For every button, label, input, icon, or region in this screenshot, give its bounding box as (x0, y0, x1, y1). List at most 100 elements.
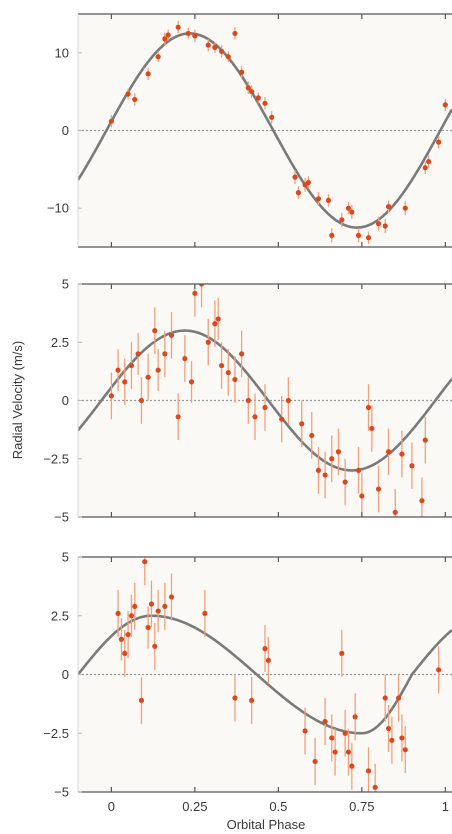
data-point (365, 235, 372, 241)
y-tick-label: 0 (62, 667, 69, 682)
y-tick-label: −2.5 (43, 726, 69, 741)
data-point (135, 351, 141, 357)
data-point (255, 95, 261, 101)
data-point (365, 768, 372, 774)
data-point (145, 374, 151, 380)
y-tick-label: 0 (62, 123, 69, 138)
data-point (262, 100, 268, 106)
data-point (329, 232, 335, 238)
data-point (342, 479, 348, 485)
data-point (385, 725, 392, 732)
data-point (122, 379, 128, 385)
data-point (309, 432, 315, 439)
data-point (202, 610, 208, 617)
data-point (279, 416, 285, 422)
panel-3: −5 −2.5 0 2.5 5 0 0.25 0.5 0.75 1 (43, 550, 452, 814)
data-point (162, 36, 168, 42)
data-point (239, 69, 245, 75)
data-point (419, 498, 425, 504)
data-point (345, 205, 352, 211)
data-point (342, 730, 348, 736)
y-tick-label: 5 (62, 550, 69, 565)
data-point (188, 379, 195, 385)
data-point (339, 650, 345, 656)
data-point (302, 728, 308, 734)
data-point (285, 397, 291, 404)
data-point (232, 30, 238, 37)
data-point (142, 559, 148, 565)
data-point (426, 158, 432, 165)
data-point (168, 332, 175, 338)
data-point (162, 351, 168, 357)
data-point (225, 369, 231, 376)
data-point (108, 393, 114, 399)
data-point (332, 749, 338, 755)
data-points (115, 557, 442, 792)
plot-area (78, 557, 452, 792)
data-point (205, 339, 211, 345)
data-point (162, 603, 168, 609)
data-point (372, 784, 378, 790)
x-tick-label: 0.25 (182, 799, 207, 814)
y-axis-title: Radial Velocity (m/s) (10, 341, 25, 459)
x-tick-label: 0.75 (349, 799, 374, 814)
data-point (245, 397, 251, 404)
data-point (442, 102, 448, 108)
data-point (132, 96, 138, 103)
model-curve (78, 614, 452, 735)
y-tick-label: −5 (54, 510, 69, 525)
data-point (329, 735, 335, 741)
model-curve (78, 32, 452, 229)
data-point (245, 85, 251, 91)
data-point (335, 449, 342, 455)
data-point (152, 328, 158, 334)
data-point (359, 493, 365, 499)
data-point (345, 749, 352, 755)
data-point (138, 397, 145, 404)
data-point (232, 376, 238, 383)
data-point (436, 667, 442, 673)
data-point (128, 613, 135, 619)
data-point (185, 30, 191, 37)
data-point (249, 89, 255, 95)
data-points (108, 284, 428, 517)
data-point (115, 367, 121, 373)
data-point (312, 758, 318, 765)
data-point (422, 437, 428, 443)
y-tick-label: −2.5 (43, 451, 69, 466)
panel-2: −5 −2.5 0 2.5 5 (43, 277, 452, 525)
data-point (155, 54, 161, 60)
data-point (329, 456, 335, 462)
data-point (165, 32, 171, 38)
data-point (125, 631, 131, 638)
x-axis-title: Orbital Phase (227, 817, 306, 832)
data-point (305, 179, 312, 186)
data-point (422, 165, 428, 171)
data-point (198, 284, 205, 287)
data-point (382, 695, 388, 701)
data-point (192, 33, 198, 39)
data-point (175, 414, 181, 420)
data-point (168, 594, 175, 600)
data-point (339, 217, 345, 223)
data-point (249, 697, 255, 703)
data-point (215, 316, 221, 322)
data-point (292, 174, 298, 180)
data-point (262, 646, 268, 652)
data-point (145, 71, 151, 77)
data-point (239, 351, 245, 357)
data-point (325, 197, 332, 203)
panel-1: −10 0 10 (47, 13, 452, 248)
data-point (155, 608, 161, 614)
data-point (402, 205, 408, 211)
data-point (295, 190, 301, 196)
data-point (152, 643, 158, 649)
data-point (355, 232, 362, 238)
data-point (192, 290, 198, 296)
data-point (322, 472, 328, 478)
data-point (218, 48, 225, 54)
data-point (375, 221, 382, 227)
data-point (262, 404, 268, 411)
data-point (395, 695, 402, 701)
